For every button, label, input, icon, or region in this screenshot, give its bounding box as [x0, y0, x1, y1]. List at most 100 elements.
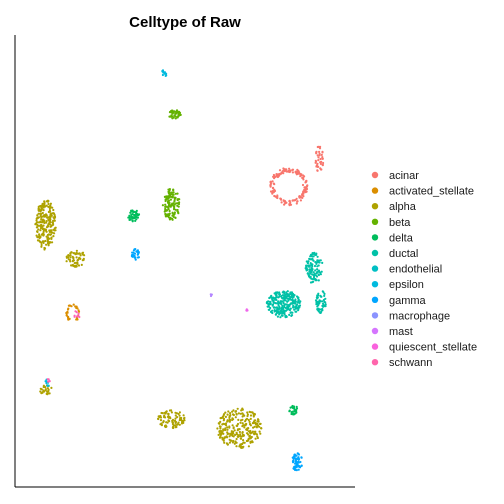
data-point	[293, 467, 296, 470]
data-point	[46, 200, 50, 203]
data-point	[272, 182, 275, 185]
legend-item-gamma: gamma	[371, 295, 427, 307]
data-point	[71, 263, 74, 267]
data-point	[312, 273, 315, 276]
data-point	[272, 175, 275, 178]
data-point	[269, 310, 273, 313]
data-point	[45, 381, 48, 385]
data-point	[312, 252, 315, 255]
data-point	[68, 258, 71, 261]
data-point	[282, 199, 285, 202]
data-point	[291, 294, 295, 297]
data-point	[253, 432, 256, 435]
legend-label: epsilon	[389, 279, 424, 291]
data-point	[316, 255, 319, 258]
data-point	[173, 199, 176, 202]
data-point	[37, 216, 41, 219]
data-point	[310, 268, 313, 271]
legend-label: mast	[389, 326, 413, 338]
data-point	[77, 264, 81, 267]
data-point	[41, 211, 44, 215]
data-point	[232, 435, 235, 438]
data-point	[238, 428, 241, 431]
legend-label: gamma	[389, 295, 427, 307]
data-point	[315, 275, 319, 278]
legend-swatch	[371, 234, 379, 241]
data-point	[44, 229, 48, 232]
series-beta	[161, 109, 182, 221]
data-point	[163, 414, 166, 417]
data-point	[244, 420, 247, 423]
data-point	[273, 310, 276, 313]
data-point	[183, 417, 186, 420]
chart-title: Celltype of Raw	[129, 14, 241, 31]
data-point	[295, 466, 298, 469]
data-point	[282, 301, 285, 304]
data-point	[42, 384, 46, 387]
data-point	[323, 294, 326, 297]
data-point	[317, 279, 320, 282]
data-point	[284, 306, 287, 309]
data-point	[299, 199, 302, 202]
data-point	[305, 185, 308, 188]
data-point	[77, 310, 81, 313]
data-point	[292, 459, 295, 462]
data-point	[161, 73, 164, 77]
data-point	[322, 161, 325, 165]
data-point	[43, 247, 47, 250]
data-point	[296, 303, 299, 306]
data-point	[134, 219, 137, 222]
data-point	[165, 209, 169, 212]
data-point	[72, 259, 75, 262]
legend-item-activated-stellate: activated_stellate	[371, 186, 474, 198]
data-point	[72, 303, 75, 306]
data-point	[38, 208, 41, 211]
data-point	[67, 318, 70, 321]
data-point	[232, 426, 235, 429]
data-point	[172, 116, 175, 119]
data-point	[176, 423, 179, 426]
data-point	[35, 219, 38, 222]
data-point	[174, 192, 177, 195]
data-point	[279, 309, 282, 313]
data-point	[299, 175, 302, 178]
data-point	[229, 412, 232, 415]
data-point	[316, 169, 319, 172]
data-point	[282, 296, 285, 299]
data-point	[135, 218, 138, 221]
data-point	[242, 445, 245, 448]
data-point	[234, 416, 237, 419]
data-point	[223, 441, 226, 444]
data-point	[133, 254, 136, 257]
data-point	[242, 439, 245, 442]
data-point	[137, 252, 140, 255]
data-point	[180, 418, 183, 421]
data-point	[216, 427, 219, 430]
data-point	[226, 413, 229, 416]
data-point	[250, 431, 253, 434]
data-point	[274, 175, 277, 178]
data-point	[305, 265, 308, 268]
data-point	[280, 172, 283, 175]
data-point	[292, 299, 295, 302]
data-point	[280, 300, 283, 303]
data-point	[161, 204, 164, 207]
legend-label: acinar	[389, 170, 419, 182]
series-activated-stellate	[65, 303, 81, 321]
data-point	[44, 380, 47, 383]
data-point	[293, 308, 296, 311]
data-point	[310, 267, 313, 270]
data-point	[172, 191, 175, 194]
data-point	[318, 154, 321, 157]
data-point	[39, 225, 42, 228]
data-point	[275, 302, 278, 305]
data-point	[314, 161, 317, 164]
data-point	[297, 460, 300, 463]
data-point	[318, 308, 321, 311]
data-point	[276, 310, 279, 313]
legend-label: alpha	[389, 201, 417, 213]
data-point	[76, 314, 79, 317]
data-point	[178, 411, 181, 414]
data-point	[283, 304, 286, 307]
data-point	[289, 201, 292, 204]
